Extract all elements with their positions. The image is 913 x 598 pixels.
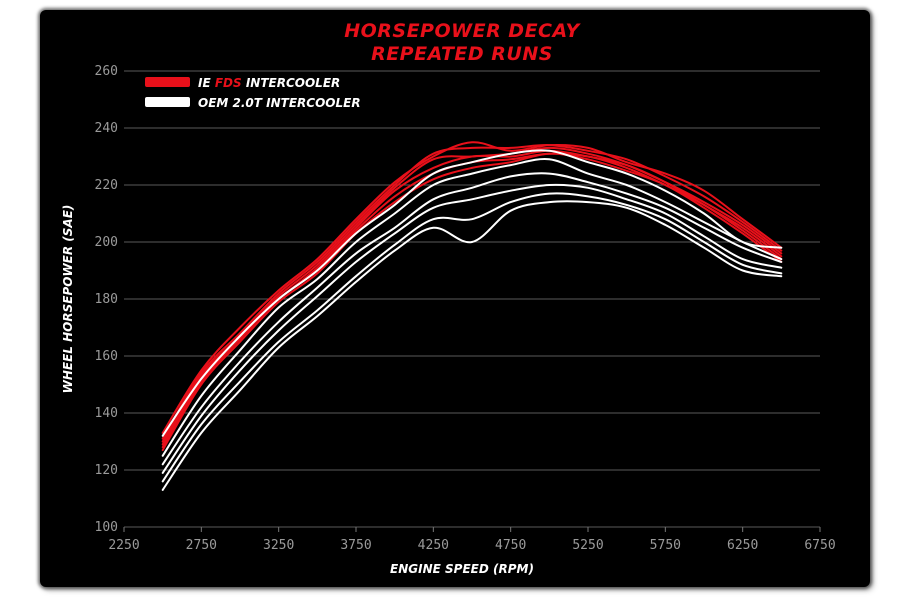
oem-run-line-11 [161, 192, 783, 483]
y-axis-ticks: 100 120 140 160 180 200 220 240 260 [95, 64, 118, 535]
x-tick-label: 2750 [186, 538, 217, 553]
x-tick-label: 3750 [340, 538, 371, 553]
y-tick-label: 200 [95, 235, 118, 250]
legend-label-oem: OEM 2.0T INTERCOOLER [198, 96, 361, 110]
y-tick-label: 180 [95, 292, 118, 307]
x-axis-ticks: 2250 2750 3250 3750 4250 4750 5250 5750 6250 6750 [108, 527, 836, 553]
ie-fds-run-line-4 [161, 149, 783, 446]
x-tick-label: 2250 [108, 538, 139, 553]
oem-run-line-9 [161, 172, 783, 466]
horsepower-chart: HORSEPOWER DECAY REPEATED RUNS 100 120 140… [61, 20, 836, 576]
y-tick-label: 160 [95, 349, 118, 364]
x-axis-label: ENGINE SPEED (RPM) [390, 562, 534, 576]
y-tick-label: 140 [95, 406, 118, 421]
x-tick-label: 4750 [495, 538, 526, 553]
x-tick-label: 5750 [650, 538, 681, 553]
oem-run-line-8 [161, 158, 783, 457]
legend-swatch-oem [145, 97, 190, 107]
chart-subtitle: REPEATED RUNS [371, 43, 553, 65]
y-tick-label: 100 [95, 520, 118, 535]
x-tick-label: 5250 [572, 538, 603, 553]
ie-fds-run-line-6 [161, 152, 783, 452]
oem-run-line-7 [161, 149, 783, 437]
oem-run-line-10 [161, 183, 783, 474]
ie-fds-run-line-3 [161, 146, 783, 443]
y-axis-label: WHEEL HORSEPOWER (SAE) [61, 205, 75, 394]
x-tick-label: 4250 [418, 538, 449, 553]
gridlines [124, 70, 820, 528]
y-tick-label: 120 [95, 463, 118, 478]
y-tick-label: 240 [95, 121, 118, 136]
ie-fds-run-line-2 [161, 144, 783, 440]
x-tick-label: 3250 [263, 538, 294, 553]
x-tick-label: 6250 [727, 538, 758, 553]
oem-run-line-12 [161, 200, 783, 491]
chart-panel: HORSEPOWER DECAY REPEATED RUNS 100 120 140… [40, 10, 870, 587]
x-tick-label: 6750 [804, 538, 835, 553]
legend-label-ie-fds: IE FDS INTERCOOLER [198, 76, 340, 90]
legend-swatch-ie-fds [145, 77, 190, 87]
y-tick-label: 260 [95, 64, 118, 79]
chart-title: HORSEPOWER DECAY [344, 20, 581, 42]
legend: IE FDS INTERCOOLER OEM 2.0T INTERCOOLER [145, 76, 361, 110]
series-lines [161, 141, 783, 491]
y-tick-label: 220 [95, 178, 118, 193]
ie-fds-run-line-1 [161, 141, 783, 434]
